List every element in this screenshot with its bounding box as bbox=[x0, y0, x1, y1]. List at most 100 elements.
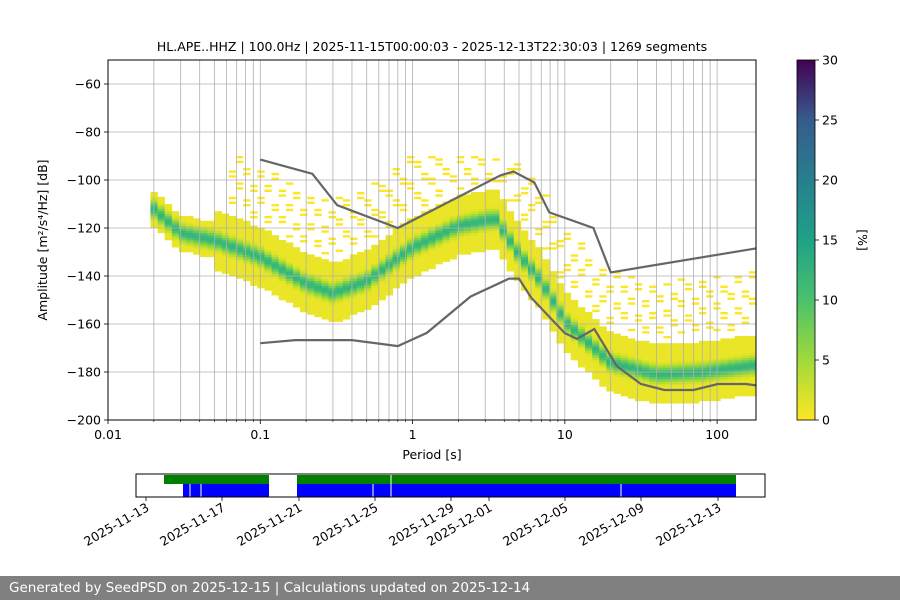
heatmap-cell bbox=[421, 218, 429, 222]
heatmap-cell bbox=[670, 360, 678, 363]
heatmap-cell bbox=[513, 199, 522, 202]
heatmap-cell bbox=[221, 213, 230, 217]
heatmap-cell bbox=[556, 336, 564, 339]
heatmap-cell bbox=[200, 242, 208, 246]
heatmap-cell bbox=[720, 362, 728, 366]
heatmap-cell bbox=[585, 333, 593, 337]
heatmap-cell bbox=[542, 304, 550, 308]
heatmap-cell bbox=[456, 160, 465, 164]
heatmap-cell bbox=[442, 230, 450, 234]
heatmap-cell bbox=[577, 352, 586, 356]
heatmap-cell bbox=[371, 182, 379, 185]
heatmap-cell bbox=[485, 194, 493, 198]
heatmap-cell bbox=[164, 228, 173, 231]
heatmap-cell bbox=[250, 184, 258, 188]
heatmap-cell bbox=[349, 304, 358, 308]
heatmap-cell bbox=[364, 285, 372, 289]
heatmap-cell bbox=[435, 247, 443, 250]
heatmap-cell bbox=[663, 374, 671, 378]
heatmap-cell bbox=[613, 362, 621, 366]
heatmap-cell bbox=[620, 285, 629, 288]
heatmap-cell bbox=[677, 374, 686, 378]
heatmap-cell bbox=[235, 247, 244, 250]
heatmap-cell bbox=[471, 247, 479, 250]
heatmap-cell bbox=[292, 256, 301, 260]
heatmap-cell bbox=[734, 388, 743, 392]
heatmap-cell bbox=[478, 192, 486, 195]
heatmap-cell bbox=[278, 268, 287, 272]
heatmap-cell bbox=[471, 216, 479, 219]
heatmap-cell bbox=[349, 302, 358, 306]
heatmap-cell bbox=[364, 288, 372, 291]
heatmap-cell bbox=[221, 254, 230, 258]
heatmap-cell bbox=[221, 242, 230, 246]
heatmap-cell bbox=[677, 379, 686, 382]
heatmap-cell bbox=[485, 237, 493, 241]
heatmap-cell bbox=[748, 388, 756, 392]
heatmap-cell bbox=[741, 367, 750, 370]
heatmap-cell bbox=[720, 312, 728, 315]
heatmap-cell bbox=[620, 372, 629, 375]
heatmap-cell bbox=[428, 177, 436, 180]
heatmap-cell bbox=[378, 184, 386, 188]
heatmap-cell bbox=[349, 290, 358, 294]
heatmap-cell bbox=[499, 247, 507, 250]
heatmap-cell bbox=[414, 223, 422, 226]
heatmap-cell bbox=[520, 264, 529, 267]
heatmap-cell bbox=[307, 297, 315, 301]
heatmap-cell bbox=[406, 160, 415, 164]
heatmap-cell bbox=[421, 211, 429, 214]
heatmap-cell bbox=[663, 400, 671, 404]
heatmap-cell bbox=[392, 285, 401, 289]
heatmap-cell bbox=[335, 276, 344, 279]
heatmap-cell bbox=[463, 211, 472, 214]
heatmap-cell bbox=[592, 369, 600, 373]
heatmap-cell bbox=[193, 237, 201, 241]
heatmap-cell bbox=[492, 196, 500, 200]
heatmap-cell bbox=[414, 273, 422, 277]
heatmap-cell bbox=[271, 249, 279, 253]
heatmap-cell bbox=[506, 252, 515, 255]
heatmap-cell bbox=[684, 319, 693, 322]
heatmap-cell bbox=[435, 211, 443, 214]
heatmap-cell bbox=[549, 326, 557, 330]
heatmap-cell bbox=[171, 230, 180, 234]
heatmap-cell bbox=[321, 295, 329, 298]
heatmap-cell bbox=[193, 244, 201, 248]
timeline-tick-label: 2025-11-17 bbox=[157, 500, 227, 549]
heatmap-cell bbox=[528, 292, 536, 296]
heatmap-cell bbox=[250, 276, 258, 279]
heatmap-cell bbox=[442, 244, 450, 248]
heatmap-cell bbox=[520, 278, 529, 282]
heatmap-cell bbox=[535, 247, 543, 250]
heatmap-cell bbox=[421, 232, 429, 236]
heatmap-cell bbox=[577, 362, 586, 366]
heatmap-cell bbox=[442, 220, 450, 224]
heatmap-cell bbox=[164, 208, 173, 212]
heatmap-cell bbox=[335, 283, 344, 286]
heatmap-cell bbox=[670, 350, 678, 354]
y-axis-ticks: −200−180−160−140−120−100−80−60 bbox=[67, 77, 108, 428]
heatmap-cell bbox=[528, 264, 536, 267]
heatmap-cell bbox=[627, 355, 636, 358]
heatmap-cell bbox=[528, 242, 536, 246]
heatmap-cell bbox=[228, 235, 237, 238]
heatmap-cell bbox=[528, 266, 536, 270]
heatmap-cell bbox=[364, 297, 372, 301]
timeline-tick-label: 2025-12-05 bbox=[500, 500, 570, 549]
heatmap-cell bbox=[556, 297, 564, 301]
heatmap-cell bbox=[392, 266, 401, 270]
heatmap-cell bbox=[627, 343, 636, 346]
heatmap-cell bbox=[314, 307, 322, 310]
heatmap-cell bbox=[321, 268, 329, 272]
heatmap-cell bbox=[563, 237, 572, 240]
heatmap-cell bbox=[528, 208, 536, 212]
heatmap-cell bbox=[691, 297, 700, 300]
heatmap-cell bbox=[691, 350, 700, 354]
heatmap-cell bbox=[228, 170, 237, 173]
heatmap-cell bbox=[656, 326, 664, 329]
heatmap-cell bbox=[399, 273, 408, 277]
heatmap-cell bbox=[485, 235, 493, 238]
heatmap-cell bbox=[642, 393, 650, 397]
nhnm-line bbox=[260, 158, 756, 274]
